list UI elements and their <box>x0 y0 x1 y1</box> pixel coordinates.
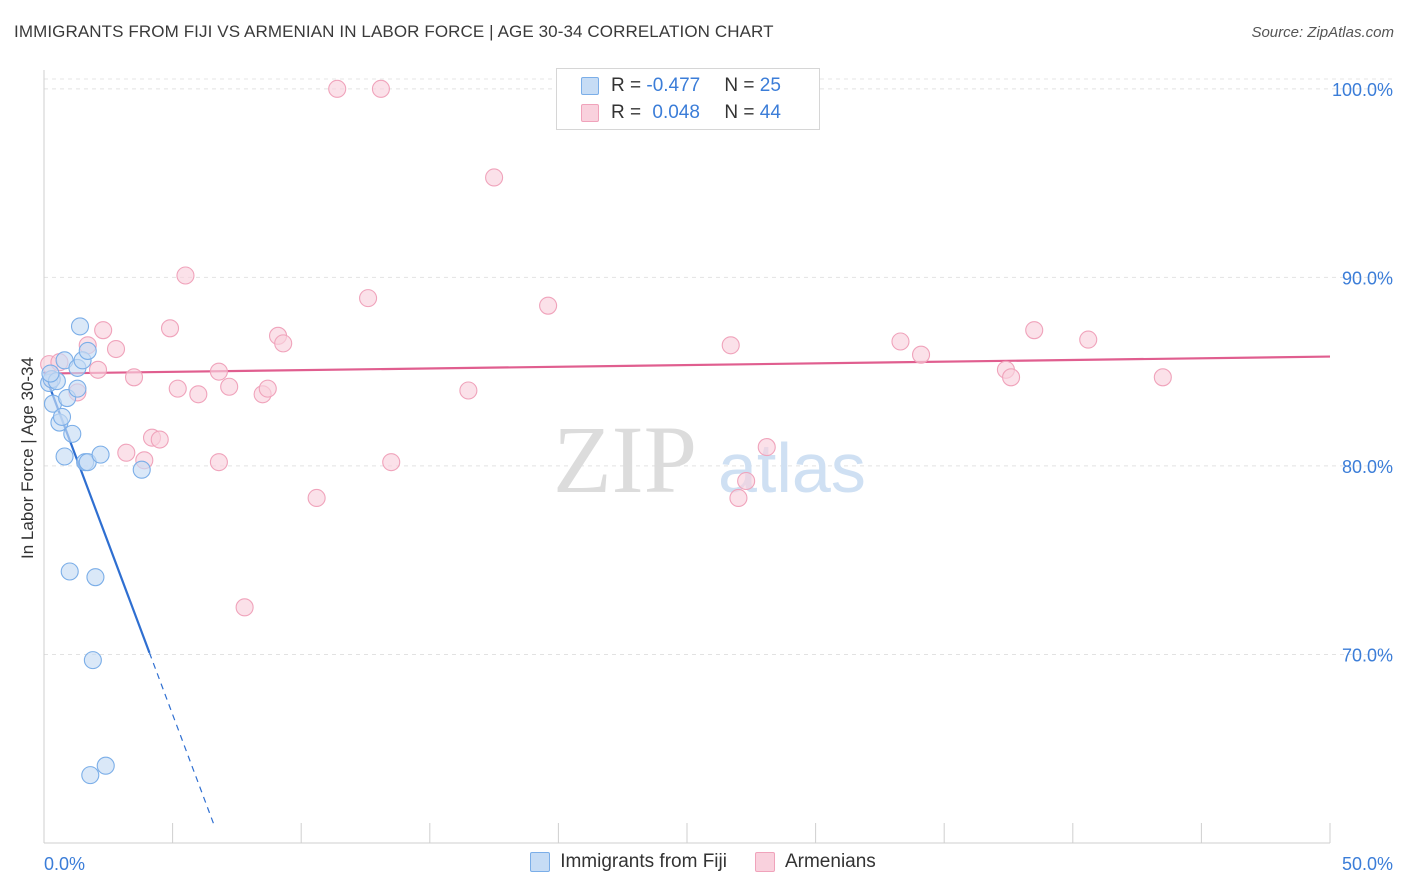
correlation-legend: R = -0.477 N = 25 R = 0.048 N = 44 <box>556 68 820 130</box>
legend-row-armenians: R = 0.048 N = 44 <box>581 101 781 125</box>
y-tick-label: 90.0% <box>1342 268 1393 288</box>
fiji-point <box>83 651 102 670</box>
y-tick-labels: 70.0% 80.0% 90.0% 100.0% <box>1332 80 1393 666</box>
y-tick-label: 80.0% <box>1342 457 1393 477</box>
legend-r-label: R = <box>611 75 647 96</box>
fiji-point <box>68 379 87 398</box>
armenians-point <box>721 336 740 355</box>
armenians-point <box>359 289 378 308</box>
data-points <box>40 79 1172 785</box>
armenians-point <box>209 453 228 472</box>
armenians-point <box>1153 368 1172 387</box>
legend-r-value: 0.048 <box>652 102 700 123</box>
series-legend: Immigrants from Fiji Armenians <box>0 851 1406 873</box>
y-tick-label: 70.0% <box>1342 645 1393 665</box>
armenians-legend-swatch-icon <box>754 852 775 872</box>
armenians-point <box>258 379 277 398</box>
legend-n-value: 44 <box>759 102 781 123</box>
armenians-point <box>168 379 187 398</box>
legend-label-armenians: Armenians <box>784 851 876 872</box>
armenians-point <box>891 332 910 351</box>
fiji-legend-swatch-icon <box>530 852 551 872</box>
fiji-point <box>78 341 97 360</box>
gridlines <box>44 78 1393 655</box>
fiji-point <box>60 562 79 581</box>
x-tick-label-min: 0.0% <box>44 854 85 874</box>
legend-item-fiji[interactable]: Immigrants from Fiji <box>530 851 727 873</box>
fiji-point <box>81 766 100 785</box>
armenians-point <box>189 385 208 404</box>
armenians-point <box>307 488 326 508</box>
chart-source: Source: ZipAtlas.com <box>1251 24 1394 41</box>
chart-title: IMMIGRANTS FROM FIJI VS ARMENIAN IN LABO… <box>14 22 774 41</box>
armenians-point <box>117 443 136 462</box>
y-tick-label: 100.0% <box>1332 80 1393 100</box>
fiji-point <box>86 568 105 587</box>
armenians-point <box>459 381 478 400</box>
legend-row-fiji: R = -0.477 N = 25 <box>581 74 781 98</box>
fiji-trend-line-dashed <box>148 652 215 825</box>
armenians-point <box>485 168 504 187</box>
armenians-point <box>106 339 126 359</box>
armenians-trend-line <box>43 355 1331 375</box>
legend-r-label: R = <box>611 102 647 123</box>
armenians-point <box>1079 330 1098 349</box>
armenians-point <box>124 368 144 387</box>
fiji-point <box>132 460 151 479</box>
fiji-point <box>55 447 74 466</box>
armenians-point <box>1025 321 1044 340</box>
armenians-point <box>209 362 228 381</box>
fiji-point <box>91 445 110 464</box>
legend-n-label: N = <box>724 102 760 123</box>
fiji-point <box>52 407 72 426</box>
armenians-point <box>150 430 169 449</box>
armenians-point <box>757 438 776 457</box>
armenians-point <box>220 377 239 396</box>
watermark-zip: ZIP <box>553 406 697 513</box>
armenians-point <box>274 334 293 353</box>
armenians-point <box>382 453 401 472</box>
x-tick-label-max: 50.0% <box>1342 854 1393 874</box>
legend-n-label: N = <box>724 75 760 96</box>
watermark: ZIP atlas <box>553 406 866 513</box>
armenians-point <box>371 79 390 98</box>
legend-item-armenians[interactable]: Armenians <box>754 851 876 873</box>
armenians-point <box>737 471 756 491</box>
armenians-swatch-icon <box>581 104 599 122</box>
legend-n-value: 25 <box>759 75 781 96</box>
fiji-swatch-icon <box>581 77 599 95</box>
armenians-point <box>160 319 180 338</box>
fiji-point <box>41 364 60 383</box>
x-ticks <box>43 823 1331 843</box>
armenians-point <box>539 296 558 315</box>
armenians-point <box>176 266 195 285</box>
armenians-point <box>729 488 748 508</box>
legend-r-value: -0.477 <box>646 75 701 96</box>
armenians-point <box>328 79 347 98</box>
fiji-point <box>96 756 115 775</box>
fiji-point <box>63 424 82 443</box>
armenians-point <box>88 360 108 379</box>
armenians-point <box>1002 368 1021 387</box>
armenians-point <box>94 321 113 340</box>
armenians-point <box>235 598 254 617</box>
fiji-point <box>70 317 90 336</box>
armenians-point <box>912 345 931 364</box>
legend-label-fiji: Immigrants from Fiji <box>560 851 727 872</box>
